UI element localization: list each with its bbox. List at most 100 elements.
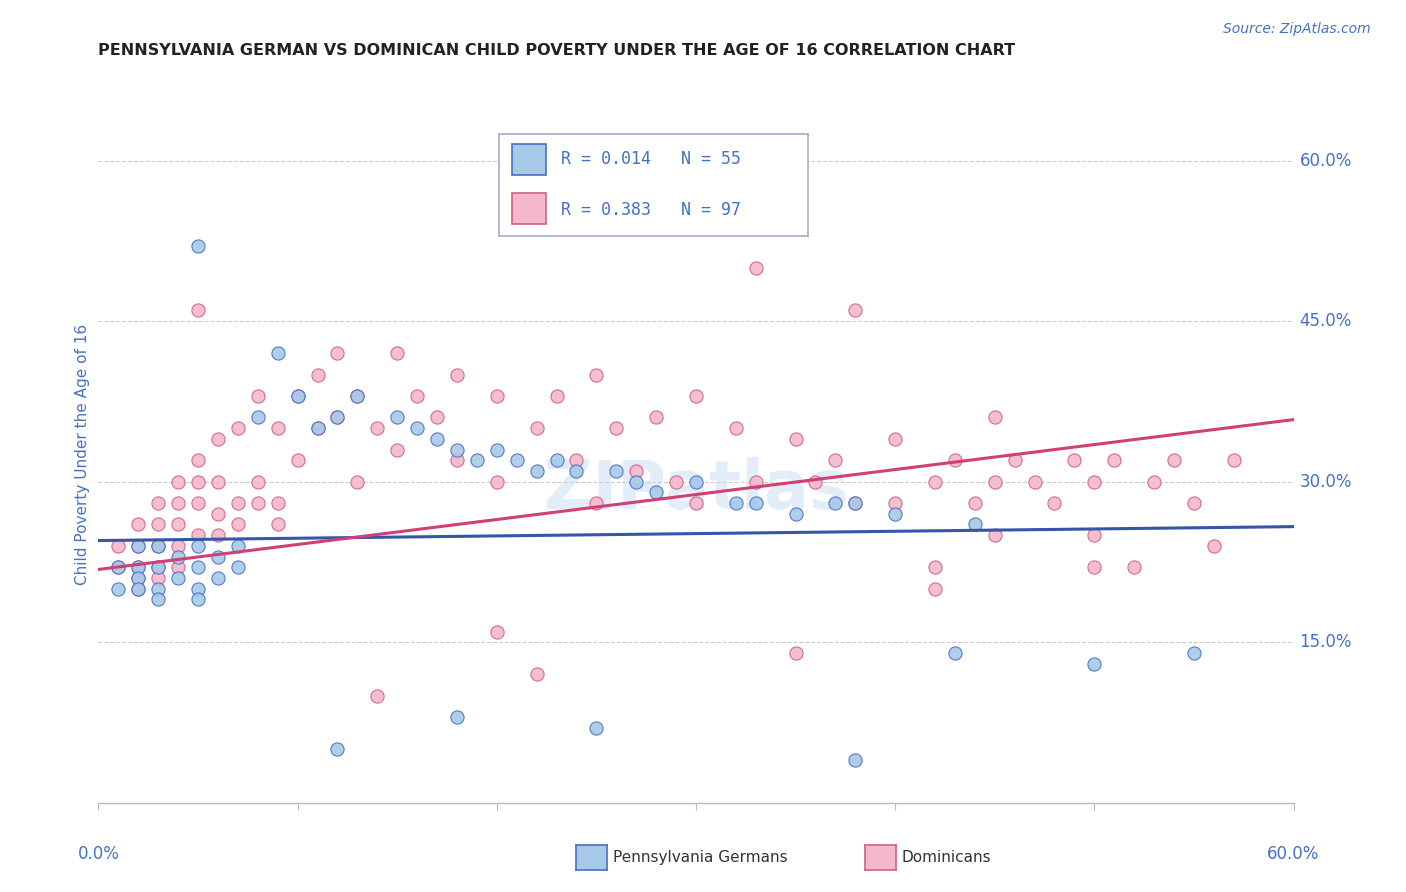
- Point: [844, 496, 866, 510]
- Point: [1182, 496, 1205, 510]
- Point: [226, 421, 249, 435]
- Point: [1004, 453, 1026, 467]
- Point: [1083, 528, 1105, 542]
- Point: [187, 453, 209, 467]
- Point: [426, 410, 449, 425]
- Point: [406, 389, 429, 403]
- Point: [226, 517, 249, 532]
- Point: [266, 496, 290, 510]
- Point: [485, 624, 508, 639]
- Point: [745, 496, 768, 510]
- Point: [565, 453, 588, 467]
- Point: [844, 496, 866, 510]
- Point: [167, 549, 190, 564]
- Point: [943, 646, 966, 660]
- Point: [385, 410, 408, 425]
- Point: [645, 410, 668, 425]
- Point: [226, 496, 249, 510]
- Point: [167, 517, 190, 532]
- Point: [1083, 560, 1105, 574]
- Point: [226, 539, 249, 553]
- Point: [346, 475, 368, 489]
- Point: [485, 389, 508, 403]
- Text: 15.0%: 15.0%: [1299, 633, 1353, 651]
- Point: [207, 432, 229, 446]
- Point: [1102, 453, 1125, 467]
- Point: [1123, 560, 1146, 574]
- Point: [624, 464, 647, 478]
- Point: [605, 421, 627, 435]
- Point: [924, 560, 946, 574]
- Point: [187, 475, 209, 489]
- Point: [943, 453, 966, 467]
- Point: [167, 560, 190, 574]
- Point: [565, 464, 588, 478]
- Point: [326, 410, 349, 425]
- Point: [127, 560, 149, 574]
- Point: [506, 453, 529, 467]
- Point: [148, 560, 170, 574]
- Point: [148, 582, 170, 596]
- Point: [287, 389, 309, 403]
- Point: [1143, 475, 1166, 489]
- Point: [167, 475, 190, 489]
- Point: [207, 549, 229, 564]
- Point: [685, 496, 707, 510]
- Point: [127, 517, 149, 532]
- Point: [346, 389, 368, 403]
- Point: [884, 496, 907, 510]
- Point: [287, 453, 309, 467]
- Point: [1202, 539, 1225, 553]
- Point: [127, 571, 149, 585]
- Point: [307, 368, 329, 382]
- Point: [187, 496, 209, 510]
- Point: [187, 239, 209, 253]
- Point: [465, 453, 488, 467]
- Point: [207, 528, 229, 542]
- Point: [546, 453, 568, 467]
- Point: [406, 421, 429, 435]
- Point: [187, 303, 209, 318]
- Point: [426, 432, 449, 446]
- Point: [446, 453, 468, 467]
- Point: [924, 475, 946, 489]
- Point: [167, 571, 190, 585]
- Text: R = 0.014   N = 55: R = 0.014 N = 55: [561, 151, 741, 169]
- Point: [385, 442, 408, 457]
- Point: [226, 560, 249, 574]
- Point: [844, 753, 866, 767]
- Point: [346, 389, 368, 403]
- Point: [127, 582, 149, 596]
- Point: [924, 582, 946, 596]
- Point: [307, 421, 329, 435]
- Point: [107, 560, 129, 574]
- Point: [645, 485, 668, 500]
- Text: Pennsylvania Germans: Pennsylvania Germans: [613, 850, 787, 864]
- Text: 30.0%: 30.0%: [1299, 473, 1353, 491]
- Point: [266, 517, 290, 532]
- Point: [385, 346, 408, 360]
- Point: [127, 582, 149, 596]
- Point: [127, 539, 149, 553]
- Point: [724, 496, 747, 510]
- Point: [446, 442, 468, 457]
- Point: [785, 432, 807, 446]
- Point: [307, 421, 329, 435]
- Point: [1024, 475, 1046, 489]
- Point: [785, 646, 807, 660]
- Point: [884, 432, 907, 446]
- Point: [187, 560, 209, 574]
- Point: [148, 539, 170, 553]
- Text: 0.0%: 0.0%: [77, 845, 120, 863]
- Point: [187, 539, 209, 553]
- Point: [685, 389, 707, 403]
- Point: [326, 410, 349, 425]
- Point: [246, 475, 269, 489]
- Point: [187, 582, 209, 596]
- Point: [266, 421, 290, 435]
- Point: [167, 539, 190, 553]
- Point: [148, 571, 170, 585]
- Point: [207, 507, 229, 521]
- Text: R = 0.383   N = 97: R = 0.383 N = 97: [561, 201, 741, 219]
- Point: [724, 421, 747, 435]
